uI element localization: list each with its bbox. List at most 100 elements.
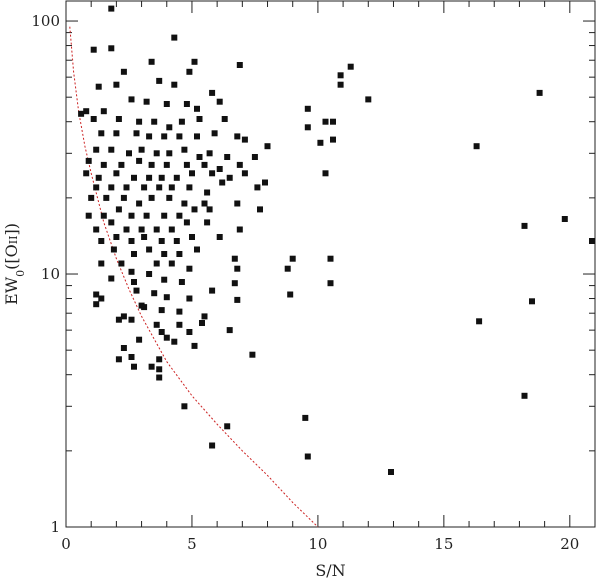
data-point (153, 321, 160, 328)
y-axis-label-close: ]) (2, 223, 21, 235)
data-point (181, 200, 188, 207)
x-axis-label: S/N (315, 561, 345, 580)
data-point (100, 161, 107, 168)
data-point (388, 469, 394, 475)
data-point (120, 68, 127, 75)
data-point (236, 161, 243, 168)
data-point (95, 174, 102, 181)
data-point (251, 154, 258, 160)
data-point (161, 133, 168, 140)
data-point (161, 251, 168, 257)
data-point (304, 124, 311, 131)
data-point (141, 304, 148, 311)
data-point (163, 101, 170, 107)
data-point (161, 212, 168, 219)
y-tick-label: 10 (41, 265, 60, 283)
data-point (120, 194, 127, 201)
data-point (85, 212, 92, 219)
x-tick-label: 5 (187, 535, 197, 553)
data-point (176, 212, 183, 219)
data-point (123, 184, 130, 191)
axis-ticks (65, 1, 596, 528)
data-point (158, 329, 165, 335)
data-point (98, 238, 105, 244)
data-point (166, 194, 173, 201)
data-point (224, 154, 231, 160)
data-point (191, 342, 198, 349)
data-point (206, 150, 213, 157)
data-point (113, 130, 120, 137)
data-point (138, 226, 145, 233)
data-point (176, 321, 183, 328)
data-point (211, 130, 218, 137)
y-axis-label: EW0([OII]) (2, 223, 27, 305)
data-point (476, 318, 483, 325)
data-point (158, 174, 165, 181)
axis-tick-labels: 0 5 10 15 20 1 10 100 (31, 12, 579, 553)
data-point (156, 374, 163, 381)
data-point (128, 354, 135, 360)
data-point (133, 130, 140, 137)
data-point (118, 260, 125, 267)
data-point (131, 251, 137, 257)
data-point (186, 295, 193, 302)
data-point (234, 296, 241, 303)
data-point (136, 118, 143, 125)
data-point (156, 366, 163, 373)
data-point (151, 118, 158, 125)
y-axis-label-main: EW (2, 276, 21, 305)
data-point (93, 301, 100, 308)
data-point (178, 118, 185, 125)
data-point (93, 146, 100, 153)
data-point (536, 89, 543, 96)
data-point (327, 255, 334, 262)
data-point (330, 136, 336, 143)
data-point (236, 226, 243, 233)
x-tick-label: 20 (560, 535, 579, 553)
data-point (171, 34, 178, 41)
data-point (168, 260, 175, 267)
data-point (473, 143, 480, 150)
data-point (146, 271, 153, 277)
y-tick-label: 1 (50, 518, 60, 536)
data-point (209, 442, 216, 449)
data-point (98, 295, 105, 302)
data-point (191, 206, 198, 213)
data-point (131, 363, 137, 370)
data-point (166, 150, 173, 157)
data-point (216, 234, 223, 240)
data-point (209, 89, 216, 96)
data-point (113, 170, 120, 177)
data-point (521, 222, 528, 229)
data-point (186, 68, 193, 75)
data-point (189, 234, 195, 240)
data-point (153, 150, 160, 157)
data-point (561, 216, 568, 222)
data-point (128, 268, 135, 275)
data-point (302, 414, 309, 421)
x-tick-label: 15 (434, 535, 453, 553)
data-point (103, 194, 110, 201)
data-point (529, 298, 535, 305)
data-point (284, 265, 291, 272)
data-point (108, 275, 115, 282)
data-point (163, 334, 170, 341)
data-point (254, 184, 261, 191)
data-point (183, 219, 190, 226)
y-axis-label-sub: 0 (14, 270, 27, 277)
data-point (113, 81, 120, 88)
data-point (153, 260, 160, 267)
data-point (128, 96, 135, 103)
data-point (108, 219, 115, 226)
data-point (264, 143, 271, 150)
data-point (189, 170, 195, 177)
data-point (221, 116, 228, 122)
data-point (322, 170, 329, 177)
data-point (224, 423, 231, 430)
data-point (148, 161, 155, 168)
data-point (171, 81, 178, 88)
data-point (93, 291, 100, 298)
data-point (158, 307, 165, 314)
data-point (131, 174, 137, 181)
data-point (163, 161, 170, 168)
